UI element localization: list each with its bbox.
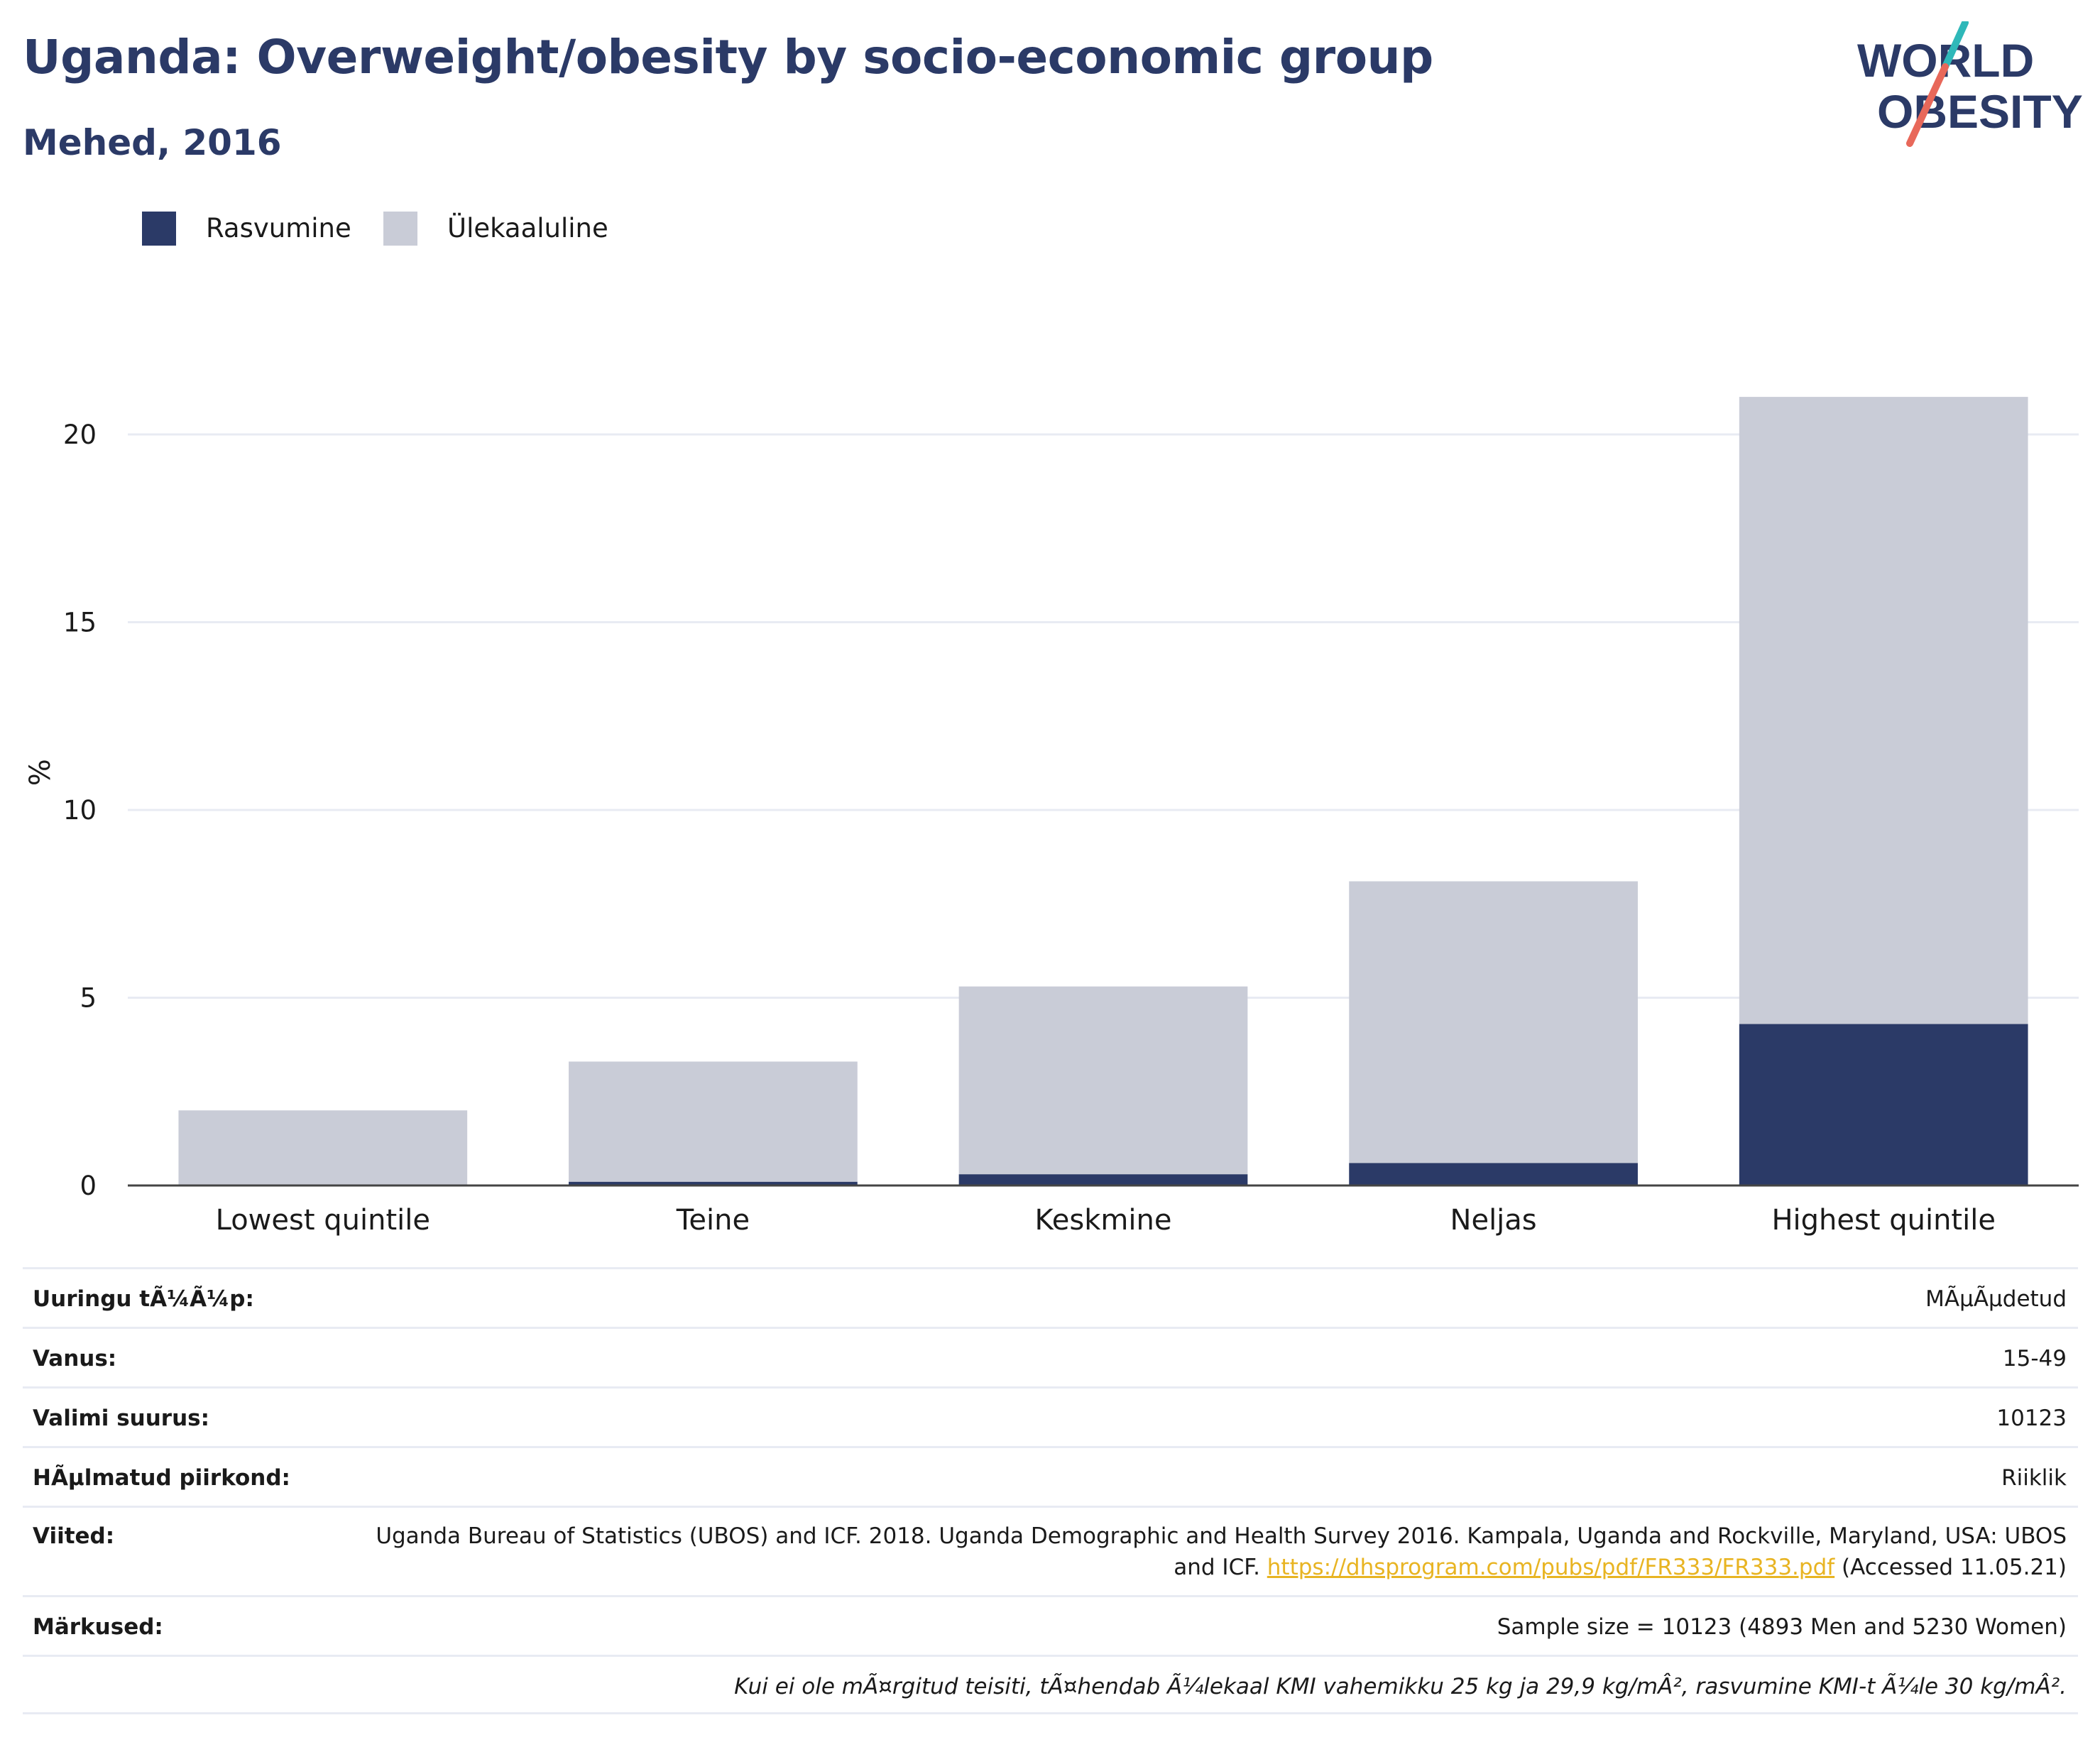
y-tick-label: 0 <box>80 1171 97 1201</box>
chart-subtitle: Mehed, 2016 <box>23 122 282 163</box>
references-link[interactable]: https://dhsprogram.com/pubs/pdf/FR333/FR… <box>1267 1555 1835 1580</box>
x-tick-label: Teine <box>676 1204 750 1237</box>
info-row-age: Vanus: 15-49 <box>23 1327 2078 1386</box>
info-row-footnote: Kui ei ole mÃ¤rgitud teisiti, tÃ¤hendab … <box>23 1655 2078 1714</box>
area-value: Riiklik <box>2001 1465 2067 1491</box>
x-tick-label: Lowest quintile <box>216 1204 430 1237</box>
logo-line2: OBESITY <box>1877 85 2083 138</box>
info-table: Uuringu tÃ¼Ã¼p: MÃµÃµdetud Vanus: 15-49 … <box>23 1267 2078 1714</box>
bar-rasvumine-1 <box>569 1181 858 1185</box>
y-tick-label: 20 <box>63 420 97 450</box>
info-row-references: Viited: Uganda Bureau of Statistics (UBO… <box>23 1506 2078 1595</box>
survey-type-label: Uuringu tÃ¼Ã¼p: <box>33 1286 254 1312</box>
bar-chart: 0 5 10 15 20% Lowest quintile Teine Keskmine Nel… <box>0 355 2100 1237</box>
references-text: Uganda Bureau of Statistics (UBOS) and I… <box>376 1523 2067 1580</box>
references-label: Viited: <box>33 1523 115 1549</box>
bar-rasvumine-2 <box>958 1174 1248 1185</box>
x-tick-label: Neljas <box>1450 1204 1537 1237</box>
bar-ülekaaluline-2 <box>958 986 1248 1175</box>
age-label: Vanus: <box>33 1346 117 1371</box>
info-row-area: HÃµlmatud piirkond: Riiklik <box>23 1446 2078 1506</box>
references-accessed: (Accessed 11.05.21) <box>1834 1555 2067 1580</box>
area-label: HÃµlmatud piirkond: <box>33 1465 290 1491</box>
y-tick-label: 5 <box>80 983 97 1014</box>
notes-label: Märkused: <box>33 1614 163 1640</box>
sample-size-label: Valimi suurus: <box>33 1406 209 1431</box>
x-tick-label: Highest quintile <box>1771 1204 1996 1237</box>
info-row-survey-type: Uuringu tÃ¼Ã¼p: MÃµÃµdetud <box>23 1267 2078 1327</box>
logo-teal-slash <box>1942 19 1969 70</box>
bar-ülekaaluline-1 <box>569 1061 858 1182</box>
bar-ülekaaluline-0 <box>178 1110 468 1185</box>
chart-svg: 0 5 10 15 20% Lowest quintile Teine Keskmine Nel… <box>24 397 2079 1237</box>
info-row-sample-size: Valimi suurus: 10123 <box>23 1386 2078 1446</box>
y-tick-label: 15 <box>63 608 97 638</box>
x-tick-label: Keskmine <box>1035 1204 1172 1237</box>
bar-ülekaaluline-3 <box>1349 881 1638 1163</box>
bar-rasvumine-3 <box>1349 1163 1638 1185</box>
references-value: Uganda Bureau of Statistics (UBOS) and I… <box>363 1521 2067 1583</box>
footnote-text: Kui ei ole mÃ¤rgitud teisiti, tÃ¤hendab … <box>734 1674 2067 1699</box>
survey-type-value: MÃµÃµdetud <box>1925 1286 2067 1312</box>
chart-title: Uganda: Overweight/obesity by socio-econ… <box>23 30 1433 84</box>
logo-red-slash <box>1906 63 1949 147</box>
bar-rasvumine-4 <box>1739 1024 2028 1185</box>
legend-label-obesity: Rasvumine <box>206 213 351 243</box>
legend-label-overweight: Ülekaaluline <box>447 213 608 243</box>
legend-swatch-overweight <box>383 212 417 246</box>
y-axis-label: % <box>24 759 57 786</box>
y-tick-label: 10 <box>63 795 97 826</box>
world-obesity-logo: WORLD OBESITY <box>1846 19 2087 156</box>
legend-swatch-obesity <box>142 212 176 246</box>
info-row-notes: Märkused: Sample size = 10123 (4893 Men … <box>23 1595 2078 1655</box>
age-value: 15-49 <box>2002 1346 2067 1371</box>
notes-value: Sample size = 10123 (4893 Men and 5230 W… <box>1497 1614 2067 1640</box>
sample-size-value: 10123 <box>1996 1406 2067 1431</box>
bar-ülekaaluline-4 <box>1739 397 2028 1024</box>
